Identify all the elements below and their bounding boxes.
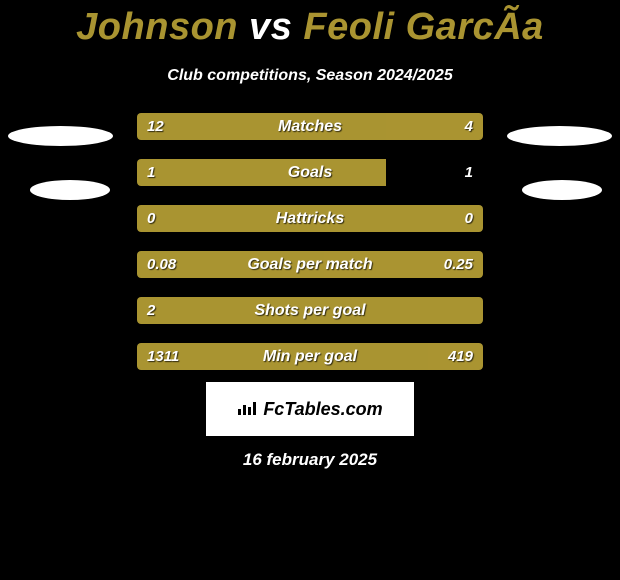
- stat-label: Goals per match: [137, 251, 483, 278]
- stat-row: 00Hattricks: [137, 205, 483, 232]
- player2-name: Feoli GarcÃ­a: [303, 6, 543, 48]
- player2-avatar: [507, 126, 612, 146]
- stat-label: Min per goal: [137, 343, 483, 370]
- chart-icon: [237, 399, 257, 420]
- stat-row: 11Goals: [137, 159, 483, 186]
- brand-text: FcTables.com: [263, 399, 382, 420]
- stat-label: Hattricks: [137, 205, 483, 232]
- stats-chart: 124Matches 11Goals 00Hattricks 0.080.25Goal…: [137, 113, 483, 370]
- vs-label: vs: [238, 6, 303, 48]
- player1-name: Johnson: [76, 6, 238, 48]
- stat-row: 2Shots per goal: [137, 297, 483, 324]
- stat-row: 124Matches: [137, 113, 483, 140]
- brand-box[interactable]: FcTables.com: [206, 382, 414, 436]
- subtitle: Club competitions, Season 2024/2025: [0, 67, 620, 85]
- date-label: 16 february 2025: [0, 450, 620, 470]
- page-title: Johnson vs Feoli GarcÃ­a: [0, 0, 620, 49]
- stat-label: Goals: [137, 159, 483, 186]
- player1-avatar: [8, 126, 113, 146]
- stat-row: 1311419Min per goal: [137, 343, 483, 370]
- stat-label: Shots per goal: [137, 297, 483, 324]
- player2-avatar: [522, 180, 602, 200]
- stat-row: 0.080.25Goals per match: [137, 251, 483, 278]
- player1-avatar: [30, 180, 110, 200]
- stat-label: Matches: [137, 113, 483, 140]
